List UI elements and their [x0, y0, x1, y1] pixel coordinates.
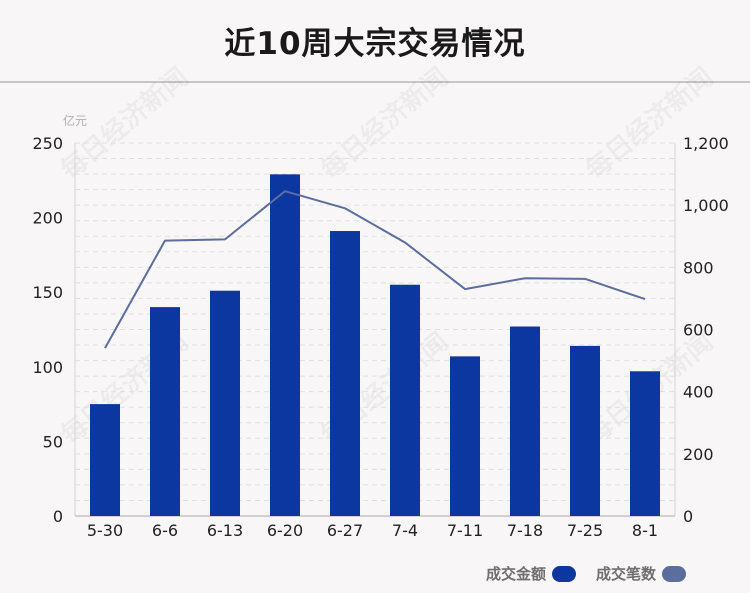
legend-swatch-amount [551, 565, 576, 582]
left-tick-label: 250 [32, 134, 63, 153]
x-tick-label: 6-27 [327, 521, 363, 540]
x-tick-label: 6-20 [267, 521, 303, 540]
right-tick-label: 1,200 [683, 134, 729, 153]
left-tick-label: 50 [43, 432, 63, 451]
bar-5-30 [90, 404, 120, 516]
right-tick-label: 200 [683, 445, 714, 464]
bar-7-11 [450, 356, 480, 516]
watermark-text: 每日经济新闻 [315, 61, 454, 185]
line-count [104, 190, 646, 349]
x-tick-label: 6-6 [152, 521, 178, 540]
x-tick-label: 8-1 [632, 521, 658, 540]
x-tick-label: 6-13 [207, 521, 243, 540]
right-tick-label: 800 [683, 258, 714, 277]
line-series [104, 190, 646, 349]
right-tick-label: 400 [683, 383, 714, 402]
legend-label-amount: 成交金额 [485, 565, 546, 583]
axis-labels: 0 50 100 150 200 250 0 200 400 600 800 1,000 1,200 5-… [32, 113, 728, 540]
bar-6-13 [210, 290, 240, 516]
left-tick-label: 0 [53, 507, 63, 526]
x-tick-label: 7-25 [567, 521, 603, 540]
bar-8-1 [630, 371, 660, 516]
right-tick-label: 1,000 [683, 196, 729, 215]
legend: 成交金额 成交笔数 [486, 563, 686, 584]
x-tick-label: 7-4 [392, 521, 418, 540]
left-tick-label: 150 [32, 283, 63, 302]
right-tick-label: 0 [683, 507, 693, 526]
bar-6-27 [330, 231, 360, 516]
title-divider [0, 81, 750, 83]
right-tick-label: 600 [683, 321, 714, 340]
x-tick-label: 7-11 [447, 521, 483, 540]
x-tick-label: 5-30 [87, 521, 123, 540]
gridlines [75, 142, 675, 501]
chart-title: 近10周大宗交易情况 [224, 26, 526, 62]
bar-7-25 [570, 345, 600, 516]
watermark-text: 每日经济新闻 [580, 61, 719, 185]
x-tick-label: 7-18 [507, 521, 543, 540]
left-tick-label: 100 [32, 358, 63, 377]
left-tick-label: 200 [32, 209, 63, 228]
left-axis-unit: 亿元 [63, 113, 87, 128]
legend-swatch-count [662, 565, 686, 582]
bar-7-4 [390, 284, 420, 516]
bar-6-20 [270, 174, 300, 516]
legend-label-count: 成交笔数 [595, 565, 656, 583]
bar-6-6 [150, 307, 180, 516]
bar-series [90, 174, 660, 516]
bar-7-18 [510, 326, 540, 516]
